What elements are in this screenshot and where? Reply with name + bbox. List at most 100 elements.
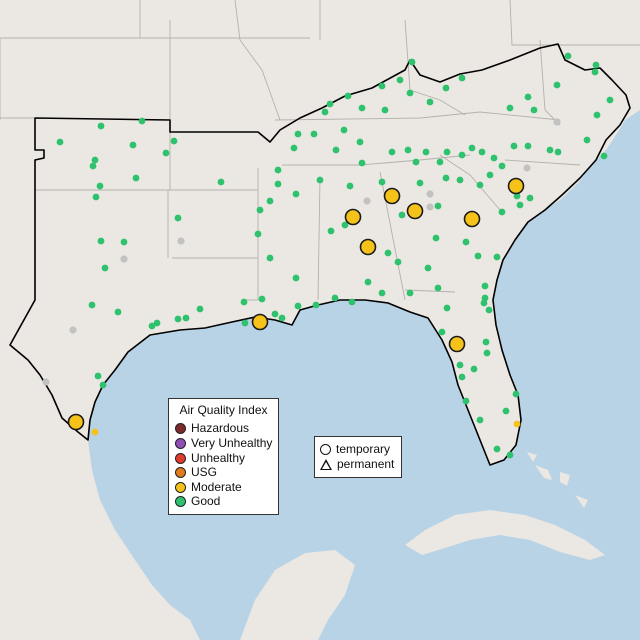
good-site-marker — [256, 206, 264, 214]
good-site-marker — [493, 445, 501, 453]
good-site-marker — [254, 230, 262, 238]
good-site-marker — [120, 238, 128, 246]
no-data-site-marker — [42, 378, 50, 386]
good-site-marker — [114, 308, 122, 316]
good-site-marker — [378, 178, 386, 186]
good-site-marker — [364, 278, 372, 286]
aqi-legend: Air Quality Index Hazardous Very Unhealt… — [168, 398, 279, 515]
good-site-marker — [506, 451, 514, 459]
good-site-marker — [506, 104, 514, 112]
good-site-marker — [554, 148, 562, 156]
good-site-marker — [240, 298, 248, 306]
no-data-site-marker — [69, 326, 77, 334]
good-site-marker — [101, 264, 109, 272]
good-site-marker — [326, 100, 334, 108]
legend-item-very-unhealthy: Very Unhealthy — [175, 436, 272, 450]
region-outline — [9, 43, 631, 466]
no-data-site-marker — [523, 164, 531, 172]
no-data-monitors — [42, 118, 561, 386]
good-site-marker — [512, 390, 520, 398]
good-site-marker — [340, 126, 348, 134]
no-data-site-marker — [177, 237, 185, 245]
good-site-marker — [526, 194, 534, 202]
legend-label-moderate: Moderate — [191, 480, 242, 494]
good-site-marker — [278, 314, 286, 322]
legend-title: Air Quality Index — [179, 403, 268, 417]
good-site-marker — [312, 301, 320, 309]
good-site-marker — [292, 190, 300, 198]
legend-item-good: Good — [175, 494, 220, 508]
good-site-marker — [332, 146, 340, 154]
good-site-marker — [294, 302, 302, 310]
good-site-marker — [174, 315, 182, 323]
good-site-marker — [438, 328, 446, 336]
legend-item-unhealthy: Unhealthy — [175, 451, 245, 465]
good-site-marker — [92, 193, 100, 201]
good-site-marker — [412, 158, 420, 166]
good-site-marker — [456, 361, 464, 369]
good-site-marker — [434, 202, 442, 210]
good-site-marker — [480, 299, 488, 307]
no-data-site-marker — [120, 255, 128, 263]
good-site-marker — [513, 192, 521, 200]
good-site-marker — [482, 338, 490, 346]
good-site-marker — [406, 289, 414, 297]
good-site-marker — [553, 81, 561, 89]
good-site-marker — [138, 117, 146, 125]
legend-item-moderate: Moderate — [175, 480, 242, 494]
good-site-marker — [97, 237, 105, 245]
good-site-marker — [266, 254, 274, 262]
moderate-site-marker — [507, 177, 525, 195]
good-site-marker — [358, 104, 366, 112]
good-site-marker — [493, 253, 501, 261]
good-site-marker — [434, 284, 442, 292]
no-data-site-marker — [553, 118, 561, 126]
good-site-marker — [170, 137, 178, 145]
moderate-site-marker — [359, 238, 377, 256]
legend-item-hazardous: Hazardous — [175, 421, 249, 435]
good-site-marker — [310, 130, 318, 138]
good-site-marker — [486, 171, 494, 179]
good-site-marker — [498, 162, 506, 170]
good-site-marker — [292, 274, 300, 282]
good-site-marker — [266, 197, 274, 205]
good-site-marker — [321, 108, 329, 116]
good-site-marker — [394, 258, 402, 266]
good-site-marker — [56, 138, 64, 146]
good-site-marker — [591, 68, 599, 76]
good-site-marker — [524, 93, 532, 101]
usg-swatch — [175, 466, 186, 478]
good-site-marker — [153, 319, 161, 327]
good-site-marker — [462, 397, 470, 405]
very-unhealthy-swatch — [175, 437, 186, 449]
good-site-marker — [510, 142, 518, 150]
good-site-marker — [384, 249, 392, 257]
good-site-marker — [485, 306, 493, 314]
good-site-marker — [474, 252, 482, 260]
good-site-marker — [483, 349, 491, 357]
site-type-legend: temporary permanent — [314, 436, 402, 478]
good-site-marker — [592, 61, 600, 69]
good-site-marker — [426, 98, 434, 106]
moderate-site-marker — [513, 420, 521, 428]
good-site-marker — [432, 234, 440, 242]
moderate-monitors — [67, 177, 525, 436]
good-site-marker — [593, 111, 601, 119]
good-site-marker — [271, 310, 279, 318]
good-site-marker — [316, 176, 324, 184]
legend-label-very-unhealthy: Very Unhealthy — [191, 436, 273, 450]
good-site-marker — [241, 319, 249, 327]
good-site-marker — [346, 182, 354, 190]
hazardous-swatch — [175, 422, 186, 434]
good-site-marker — [443, 304, 451, 312]
bahamas — [527, 452, 588, 508]
good-site-marker — [416, 179, 424, 187]
good-site-marker — [99, 381, 107, 389]
good-site-marker — [89, 162, 97, 170]
moderate-swatch — [175, 481, 186, 493]
legend-item-usg: USG — [175, 465, 217, 479]
good-site-marker — [356, 138, 364, 146]
no-data-site-marker — [426, 203, 434, 211]
